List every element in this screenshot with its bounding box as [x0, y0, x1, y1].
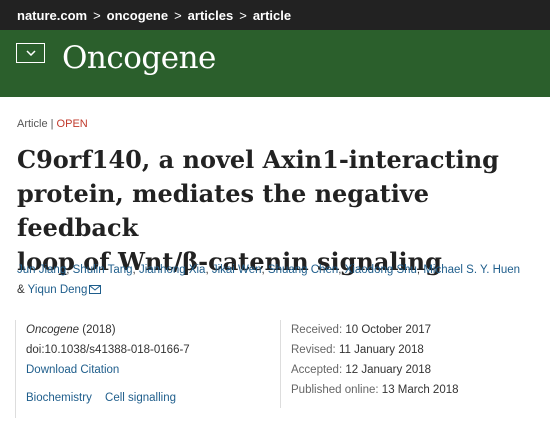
breadcrumb-articles[interactable]: articles: [187, 7, 234, 23]
history-date: 10 October 2017: [345, 324, 432, 336]
journal-title[interactable]: Oncogene: [62, 40, 216, 76]
citation-journal: Oncogene: [26, 324, 80, 336]
envelope-icon[interactable]: [89, 285, 102, 294]
menu-button[interactable]: [16, 43, 45, 63]
citation-journal-line: Oncogene (2018): [26, 320, 270, 340]
author-link[interactable]: Jun Jiang: [17, 264, 67, 276]
article-title: C9orf140, a novel Axin1-interacting prot…: [17, 143, 537, 279]
article-history: Received: 10 October 2017 Revised: 11 Ja…: [280, 320, 540, 408]
author-link[interactable]: Michael S. Y. Huen: [423, 264, 521, 276]
breadcrumb-article[interactable]: article: [252, 7, 292, 23]
breadcrumb: nature.com > oncogene > articles > artic…: [0, 0, 550, 30]
author-separator: ,: [338, 264, 342, 276]
article-type: Article | OPEN: [17, 118, 88, 130]
author-link[interactable]: Yiqun Deng: [27, 284, 88, 296]
author-separator: ,: [66, 264, 70, 276]
citation-panel: Oncogene (2018) doi:10.1038/s41388-018-0…: [15, 320, 270, 418]
history-accepted: Accepted: 12 January 2018: [291, 360, 540, 380]
history-label: Revised:: [291, 344, 336, 356]
author-link[interactable]: Jikai Wen: [211, 264, 262, 276]
article-title-line: C9orf140, a novel Axin1-interacting: [17, 145, 499, 174]
author-separator: ,: [261, 264, 265, 276]
history-received: Received: 10 October 2017: [291, 320, 540, 340]
breadcrumb-separator: >: [174, 7, 182, 23]
breadcrumb-nature[interactable]: nature.com: [17, 7, 88, 23]
breadcrumb-oncogene[interactable]: oncogene: [106, 7, 169, 23]
author-joiner: &: [17, 284, 25, 296]
author-separator: ,: [132, 264, 136, 276]
subject-list: Biochemistry Cell signalling: [26, 388, 270, 408]
author-link[interactable]: Jianhong Xia: [138, 264, 206, 276]
subject-link-cell-signalling[interactable]: Cell signalling: [105, 392, 176, 404]
author-link[interactable]: Shulin Tang: [72, 264, 133, 276]
citation-doi: doi:10.1038/s41388-018-0166-7: [26, 344, 190, 356]
history-label: Published online:: [291, 384, 379, 396]
author-link[interactable]: Xiaodong Shu: [344, 264, 417, 276]
history-published: Published online: 13 March 2018: [291, 380, 540, 400]
history-date: 13 March 2018: [381, 384, 459, 396]
journal-header: Oncogene: [0, 30, 550, 97]
citation-year: (2018): [82, 324, 116, 336]
breadcrumb-separator: >: [93, 7, 101, 23]
article-title-line: loop of Wnt/β-catenin signaling: [17, 247, 442, 276]
history-label: Accepted:: [291, 364, 343, 376]
history-date: 11 January 2018: [338, 344, 424, 356]
author-separator: ,: [416, 264, 421, 276]
breadcrumb-separator: >: [239, 7, 247, 23]
author-separator: ,: [205, 264, 209, 276]
history-label: Received:: [291, 324, 343, 336]
author-link[interactable]: Shuang Chen: [267, 264, 339, 276]
open-access-badge: OPEN: [56, 118, 88, 130]
history-revised: Revised: 11 January 2018: [291, 340, 540, 360]
article-type-label: Article: [17, 118, 48, 130]
download-citation-link[interactable]: Download Citation: [26, 364, 120, 376]
author-list: Jun Jiang, Shulin Tang, Jianhong Xia, Ji…: [17, 260, 542, 300]
article-title-line: protein, mediates the negative feedback: [17, 179, 430, 242]
history-date: 12 January 2018: [345, 364, 432, 376]
chevron-down-icon: [25, 50, 36, 56]
article-type-separator: |: [50, 118, 54, 130]
subject-link-biochemistry[interactable]: Biochemistry: [26, 392, 92, 404]
